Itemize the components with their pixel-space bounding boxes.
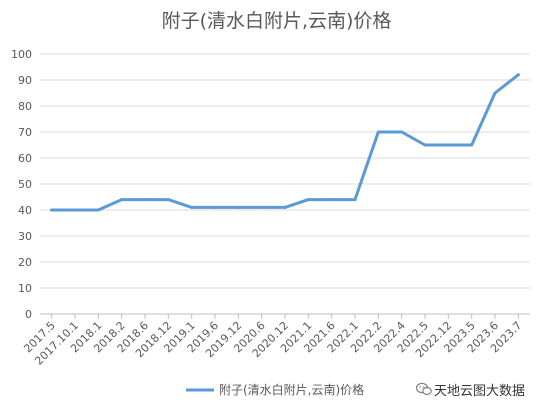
data-point [353, 198, 357, 202]
data-point [493, 91, 497, 95]
watermark-text: 天地云图大数据 [434, 384, 526, 399]
y-tick-label: 50 [18, 178, 32, 191]
data-point [236, 205, 240, 209]
data-point [190, 205, 194, 209]
data-point [446, 143, 450, 147]
data-point [306, 198, 310, 202]
data-point [50, 208, 54, 212]
gridlines [40, 53, 530, 315]
data-point [213, 205, 217, 209]
y-tick-label: 0 [25, 308, 32, 321]
data-point [143, 198, 147, 202]
data-point [470, 143, 474, 147]
legend-label: 附子(清水白附片,云南)价格 [219, 382, 364, 397]
data-point [166, 198, 170, 202]
y-tick-label: 80 [18, 100, 32, 113]
data-point [330, 198, 334, 202]
x-axis-ticks: 2017.52017.10.12018.12018.22018.62018.12… [21, 314, 524, 368]
series-layer [50, 73, 520, 212]
y-axis-ticks: 0 10 20 30 40 50 60 70 80 90 100 [11, 48, 32, 321]
data-point [96, 208, 100, 212]
y-tick-label: 10 [18, 282, 32, 295]
y-tick-label: 100 [11, 48, 32, 61]
data-point [120, 198, 124, 202]
data-point [376, 130, 380, 134]
y-tick-label: 70 [18, 126, 32, 139]
legend: 附子(清水白附片,云南)价格 [186, 382, 364, 397]
y-tick-label: 40 [18, 204, 32, 217]
data-point [73, 208, 77, 212]
data-point [423, 143, 427, 147]
chart-title: 附子(清水白附片,云南)价格 [161, 10, 392, 32]
series-line [50, 73, 520, 212]
data-point [400, 130, 404, 134]
y-tick-label: 90 [18, 74, 32, 87]
wechat-icon [416, 382, 432, 396]
data-point [283, 205, 287, 209]
y-tick-label: 30 [18, 230, 32, 243]
data-point [260, 205, 264, 209]
data-point [516, 73, 520, 77]
y-tick-label: 20 [18, 256, 32, 269]
y-tick-label: 60 [18, 152, 32, 165]
